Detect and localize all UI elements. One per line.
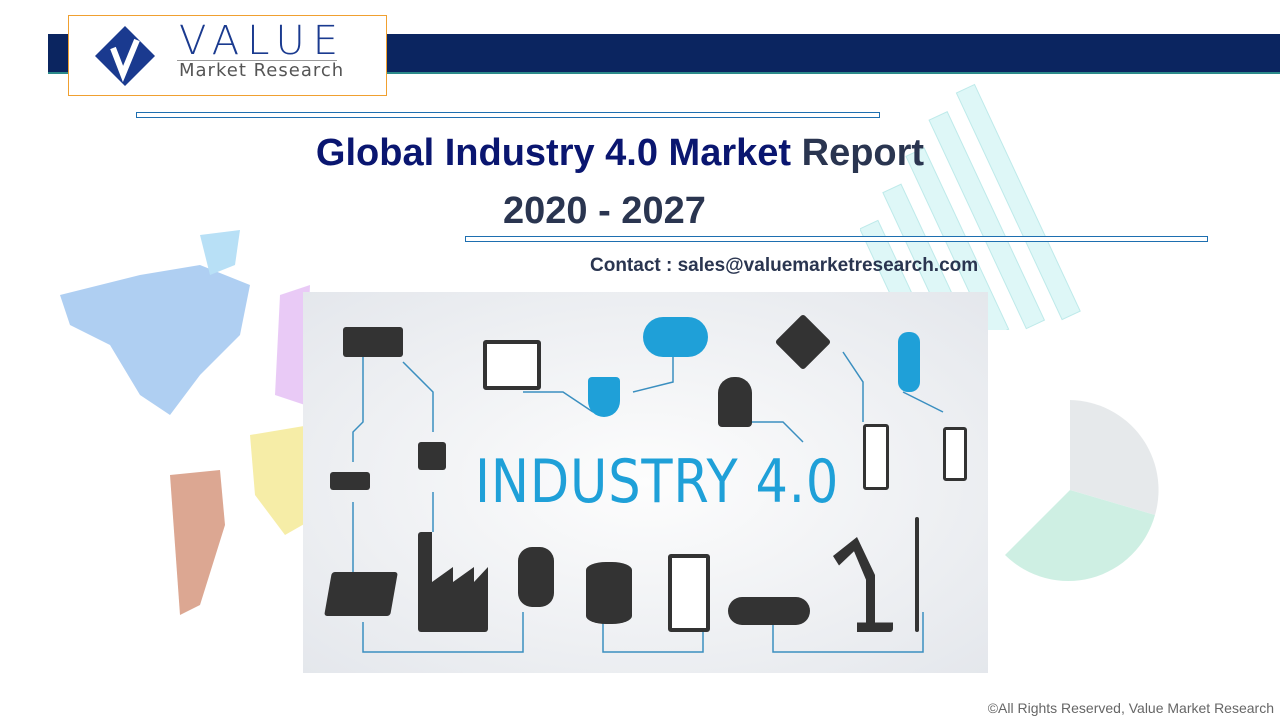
background-pie-graphic — [1005, 400, 1159, 581]
report-years: 2020 - 2027 — [503, 190, 706, 232]
logo-divider — [177, 60, 337, 61]
world-map-graphic — [60, 230, 320, 615]
router-icon — [330, 472, 370, 490]
cloud-icon — [643, 317, 708, 357]
solar-panel-icon — [324, 572, 398, 616]
title-rest: Report — [801, 132, 925, 174]
contact-email[interactable]: Contact : sales@valuemarketresearch.com — [590, 255, 979, 276]
company-logo[interactable]: VALUE Market Research — [68, 15, 387, 96]
chip-icon — [418, 442, 446, 470]
circuit-lines — [352, 351, 944, 653]
top-divider — [136, 112, 880, 118]
drone-icon — [343, 327, 403, 357]
smartphone-icon — [863, 424, 889, 490]
industry-4-infographic: INDUSTRY 4.0 — [303, 292, 988, 673]
lightbulb-icon — [898, 332, 920, 392]
report-title: Global Industry 4.0 Market Report — [0, 132, 1240, 175]
battery-icon — [943, 427, 967, 481]
laptop-icon — [483, 340, 541, 390]
bottom-divider — [465, 236, 1208, 242]
copyright-footer: ©All Rights Reserved, Value Market Resea… — [987, 700, 1274, 716]
robot-icon — [518, 547, 554, 607]
database-icon — [586, 562, 632, 624]
worker-icon — [718, 377, 752, 427]
logo-subtitle: Market Research — [179, 60, 345, 81]
industry-label: INDUSTRY 4.0 — [475, 447, 840, 517]
shield-icon — [588, 377, 620, 417]
logo-word: VALUE — [179, 18, 347, 64]
logo-diamond-icon — [95, 26, 155, 86]
conveyor-icon — [728, 597, 810, 625]
background-bars-graphic — [860, 83, 1081, 330]
wind-turbine-icon — [915, 517, 919, 632]
title-main: Global Industry 4.0 Market — [315, 132, 792, 174]
3d-printer-icon — [668, 554, 710, 632]
